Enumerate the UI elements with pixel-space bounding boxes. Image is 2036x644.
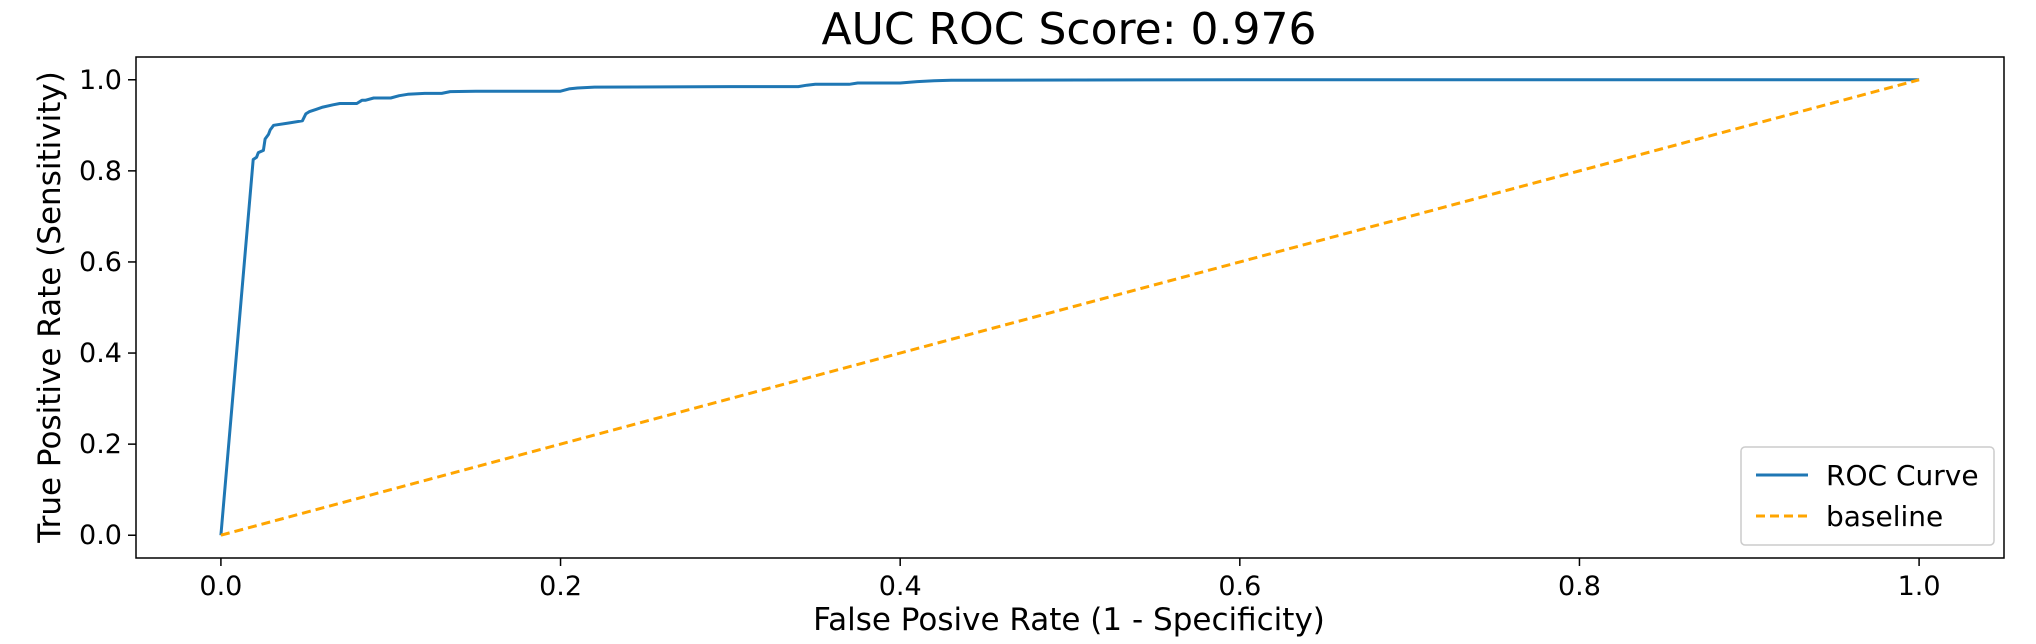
plot-frame (135, 56, 2005, 559)
y-tick-label: 0.8 (79, 156, 122, 187)
legend-box (1740, 446, 1995, 546)
y-axis-ticks: 0.0 0.2 0.4 0.6 0.8 1.0 (79, 65, 136, 551)
x-axis-label: False Posive Rate (1 - Specificity) (813, 602, 1325, 638)
legend-label-roc-curve: ROC Curve (1826, 459, 1979, 492)
x-tick-label: 0.4 (879, 571, 922, 602)
legend: ROC Curve baseline (1740, 446, 1995, 546)
chart-title: AUC ROC Score: 0.976 (822, 4, 1317, 55)
y-tick-label: 0.6 (79, 247, 122, 278)
x-tick-label: 1.0 (1898, 571, 1941, 602)
roc-curve-line (219, 78, 1920, 536)
series-layer (219, 78, 1920, 537)
x-tick-label: 0.2 (539, 571, 582, 602)
y-tick-label: 1.0 (79, 65, 122, 96)
y-tick-label: 0.4 (79, 338, 122, 369)
y-tick-label: 0.2 (79, 429, 122, 460)
y-axis-label: True Positive Rate (Sensitivity) (32, 71, 68, 544)
y-tick-label: 0.0 (79, 520, 122, 551)
x-tick-label: 0.6 (1218, 571, 1261, 602)
x-tick-label: 0.8 (1558, 571, 1601, 602)
x-tick-label: 0.0 (199, 571, 242, 602)
x-axis-ticks: 0.0 0.2 0.4 0.6 0.8 1.0 (199, 558, 1941, 602)
legend-label-baseline: baseline (1826, 500, 1943, 533)
